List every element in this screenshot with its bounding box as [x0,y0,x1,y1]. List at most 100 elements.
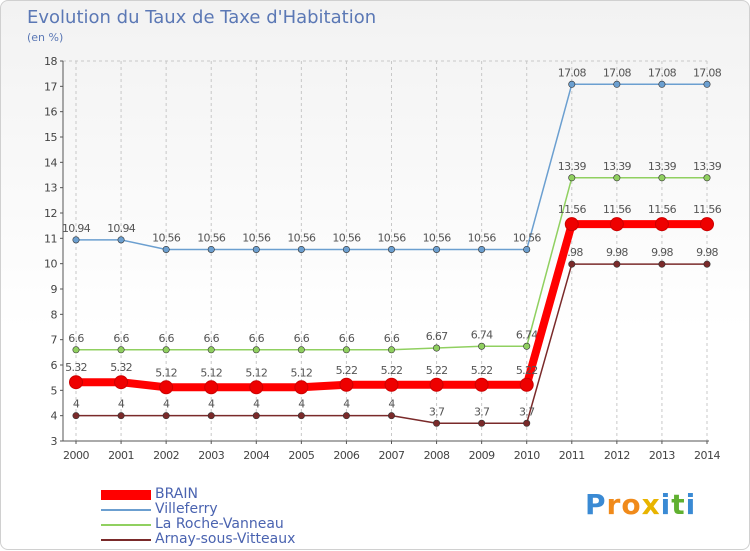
data-label-villeferry-2003: 10.56 [197,231,226,244]
data-label-la-roche-vanneau-2008: 6.67 [426,330,448,343]
data-label-brain-2005: 5.12 [291,366,313,379]
data-label-la-roche-vanneau-2003: 6.6 [204,332,220,345]
data-label-brain-2001: 5.32 [110,361,132,374]
legend-item-villeferry: Villeferry [101,501,421,517]
data-point-villeferry-2007 [387,245,395,253]
data-label-arnay-sous-vitteaux-2007: 4 [388,398,395,411]
data-label-la-roche-vanneau-2011: 13.39 [558,160,587,173]
data-point-la-roche-vanneau-2008 [433,344,441,352]
data-point-arnay-sous-vitteaux-2005 [297,412,305,420]
data-point-brain-2006 [339,377,354,392]
data-point-villeferry-2001 [117,236,125,244]
data-label-la-roche-vanneau-2013: 13.39 [648,160,677,173]
data-label-la-roche-vanneau-2006: 6.6 [339,332,355,345]
data-label-villeferry-2006: 10.56 [332,231,361,244]
data-label-brain-2008: 5.22 [426,364,448,377]
data-point-la-roche-vanneau-2013 [658,174,666,182]
logo-letter: x [641,488,661,521]
data-label-arnay-sous-vitteaux-2009: 3.7 [474,405,490,418]
data-label-brain-2009: 5.22 [471,364,493,377]
x-tick-label-2005: 2005 [288,449,314,462]
data-point-arnay-sous-vitteaux-2002 [162,412,170,420]
data-point-brain-2002 [159,380,174,395]
data-label-villeferry-2002: 10.56 [152,231,181,244]
data-label-villeferry-2009: 10.56 [468,231,497,244]
data-point-brain-2000 [69,375,83,390]
y-tick-label-18: 18 [44,55,57,68]
chart-title: Evolution du Taux de Taxe d'Habitation [27,7,377,28]
data-label-brain-2003: 5.12 [200,366,222,379]
data-point-villeferry-2003 [207,245,215,253]
data-label-la-roche-vanneau-2010: 6.74 [516,328,538,341]
y-tick-label-15: 15 [44,131,57,144]
data-point-arnay-sous-vitteaux-2007 [387,412,395,420]
data-point-la-roche-vanneau-2007 [387,346,395,354]
data-point-brain-2009 [474,377,489,392]
logo-letter: P [585,488,607,521]
data-label-brain-2007: 5.22 [381,364,403,377]
data-point-la-roche-vanneau-2012 [613,174,621,182]
data-label-arnay-sous-vitteaux-2013: 9.98 [651,246,673,259]
x-tick-label-2008: 2008 [424,449,450,462]
data-label-brain-2012: 11.56 [603,203,632,216]
data-label-la-roche-vanneau-2005: 6.6 [294,332,310,345]
data-point-brain-2012 [609,217,624,232]
legend-item-brain: BRAIN [101,486,421,502]
data-point-villeferry-2012 [613,80,621,88]
data-point-arnay-sous-vitteaux-2004 [252,412,260,420]
y-tick-label-6: 6 [51,359,58,372]
logo-letter: r [606,488,622,521]
data-label-villeferry-2010: 10.56 [513,231,542,244]
data-point-arnay-sous-vitteaux-2008 [433,419,441,427]
data-label-villeferry-2012: 17.08 [603,66,632,79]
data-label-villeferry-2014: 17.08 [693,66,722,79]
logo-letter: o [621,488,642,521]
data-label-arnay-sous-vitteaux-2001: 4 [118,398,125,411]
data-point-la-roche-vanneau-2009 [478,342,486,350]
data-label-arnay-sous-vitteaux-2014: 9.98 [696,246,718,259]
x-tick-label-2011: 2011 [559,449,585,462]
data-point-arnay-sous-vitteaux-2006 [342,412,350,420]
data-label-la-roche-vanneau-2012: 13.39 [603,160,632,173]
data-label-villeferry-2007: 10.56 [378,231,407,244]
data-point-brain-2010 [519,377,534,392]
proxiti-logo: Proxiti [585,488,696,521]
data-point-villeferry-2014 [703,80,711,88]
data-point-villeferry-2000 [72,236,80,244]
data-label-villeferry-2011: 17.08 [558,66,587,79]
data-point-la-roche-vanneau-2000 [72,346,80,354]
legend-swatch-arnay-sous-vitteaux [101,539,151,541]
data-label-villeferry-2004: 10.56 [242,231,271,244]
data-label-brain-2014: 11.56 [693,203,722,216]
y-tick-label-3: 3 [51,435,58,448]
x-tick-label-2002: 2002 [153,449,179,462]
data-label-arnay-sous-vitteaux-2002: 4 [163,398,170,411]
data-label-la-roche-vanneau-2002: 6.6 [158,332,174,345]
data-point-brain-2007 [384,377,399,392]
data-label-arnay-sous-vitteaux-2010: 3.7 [519,405,535,418]
data-label-brain-2004: 5.12 [245,366,267,379]
data-point-villeferry-2008 [433,245,441,253]
x-tick-label-2014: 2014 [694,449,720,462]
x-tick-label-2004: 2004 [243,449,269,462]
data-point-brain-2014 [700,217,714,232]
data-label-arnay-sous-vitteaux-2004: 4 [253,398,260,411]
data-label-brain-2006: 5.22 [336,364,358,377]
legend-label-arnay-sous-vitteaux: Arnay-sous-Vitteaux [155,531,296,547]
y-tick-label-4: 4 [51,410,58,423]
data-label-villeferry-2000: 10.94 [62,222,91,235]
y-tick-label-13: 13 [44,182,57,195]
data-point-brain-2001 [114,375,129,390]
data-point-villeferry-2010 [523,245,531,253]
legend-swatch-la-roche-vanneau [101,524,151,526]
data-point-brain-2005 [294,380,309,395]
data-point-la-roche-vanneau-2001 [117,346,125,354]
y-tick-label-10: 10 [44,258,57,271]
x-tick-label-2012: 2012 [604,449,630,462]
data-label-brain-2000: 5.32 [65,361,87,374]
data-label-arnay-sous-vitteaux-2012: 9.98 [606,246,628,259]
data-point-arnay-sous-vitteaux-2001 [117,412,125,420]
data-point-brain-2004 [249,380,264,395]
